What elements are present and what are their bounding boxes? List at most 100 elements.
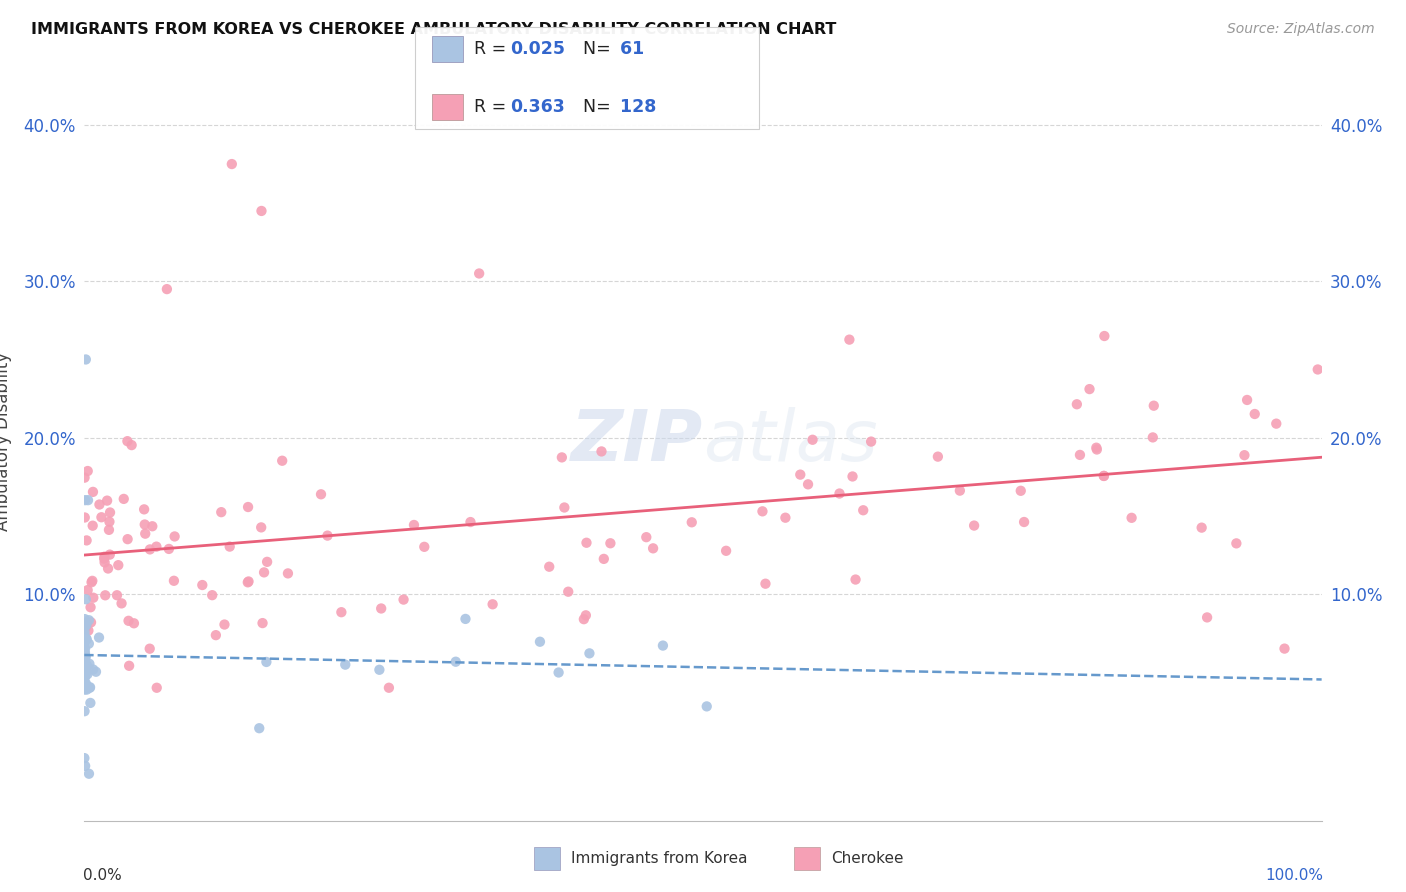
Point <box>860 434 883 449</box>
Point <box>751 504 773 518</box>
Point <box>775 510 797 524</box>
Point <box>789 467 811 482</box>
Point <box>1236 392 1258 407</box>
Point <box>134 517 156 532</box>
Point <box>79 657 101 671</box>
Point <box>112 491 135 506</box>
Point <box>75 592 97 607</box>
Point <box>696 699 718 714</box>
Point <box>460 515 482 529</box>
Point <box>468 267 491 281</box>
Text: 0.025: 0.025 <box>510 40 565 58</box>
Point <box>138 641 160 656</box>
Point <box>236 575 259 590</box>
Text: Source: ZipAtlas.com: Source: ZipAtlas.com <box>1227 22 1375 37</box>
Point <box>852 503 875 517</box>
Point <box>247 721 270 735</box>
Point <box>845 573 868 587</box>
Point <box>1197 610 1219 624</box>
Point <box>651 639 673 653</box>
Point <box>76 632 98 647</box>
Point <box>82 518 104 533</box>
Point <box>250 203 273 218</box>
Point <box>221 157 243 171</box>
Point <box>80 615 103 630</box>
Point <box>77 613 100 627</box>
Point <box>481 597 503 611</box>
Point <box>105 588 128 602</box>
Point <box>592 552 614 566</box>
Point <box>87 631 110 645</box>
Point <box>252 616 274 631</box>
Point <box>117 434 139 449</box>
Point <box>572 612 595 626</box>
Point <box>413 540 436 554</box>
Point <box>1225 536 1247 550</box>
Point <box>214 617 236 632</box>
Point <box>73 510 96 524</box>
Text: N=: N= <box>572 40 612 58</box>
Point <box>1265 417 1288 431</box>
Point <box>1012 515 1035 529</box>
Text: Cherokee: Cherokee <box>831 851 904 865</box>
Point <box>134 502 156 516</box>
Point <box>73 646 96 660</box>
Point <box>98 506 121 520</box>
Point <box>73 624 96 639</box>
Point <box>134 526 156 541</box>
Point <box>73 650 96 665</box>
Point <box>117 614 139 628</box>
Point <box>538 559 561 574</box>
Point <box>575 608 598 623</box>
Point <box>1233 448 1256 462</box>
Point <box>1142 430 1164 444</box>
Point <box>553 500 575 515</box>
Point <box>392 592 415 607</box>
Point <box>163 529 186 543</box>
Text: Immigrants from Korea: Immigrants from Korea <box>571 851 748 865</box>
Point <box>79 696 101 710</box>
Point <box>73 671 96 685</box>
Point <box>73 682 96 697</box>
Point <box>1243 407 1265 421</box>
Point <box>139 542 162 557</box>
Text: 0.363: 0.363 <box>510 98 565 116</box>
Point <box>238 574 260 589</box>
Text: 0.0%: 0.0% <box>83 868 122 883</box>
Point <box>271 454 294 468</box>
Point <box>157 541 180 556</box>
Point <box>277 566 299 581</box>
Point <box>93 556 115 570</box>
Point <box>75 493 97 508</box>
Text: IMMIGRANTS FROM KOREA VS CHEROKEE AMBULATORY DISABILITY CORRELATION CHART: IMMIGRANTS FROM KOREA VS CHEROKEE AMBULA… <box>31 22 837 37</box>
Point <box>110 596 132 610</box>
Point <box>75 759 97 773</box>
Point <box>636 530 658 544</box>
Point <box>73 671 96 685</box>
Point <box>89 498 111 512</box>
Point <box>73 704 96 718</box>
Point <box>76 682 98 697</box>
Point <box>73 636 96 650</box>
Point <box>94 588 117 602</box>
Point <box>80 575 103 590</box>
Point <box>73 651 96 665</box>
Point <box>309 487 332 501</box>
Point <box>551 450 574 465</box>
Point <box>90 510 112 524</box>
Point <box>841 469 863 483</box>
Point <box>1085 442 1108 457</box>
Point <box>98 515 121 529</box>
Point <box>643 541 665 556</box>
Point <box>73 470 96 484</box>
Point <box>79 600 101 615</box>
Point <box>1274 641 1296 656</box>
Point <box>75 621 97 635</box>
Point <box>98 548 121 562</box>
Point <box>205 628 228 642</box>
Point <box>73 620 96 634</box>
Point <box>330 605 353 619</box>
Point <box>218 540 240 554</box>
Point <box>1069 448 1091 462</box>
Point <box>838 333 860 347</box>
